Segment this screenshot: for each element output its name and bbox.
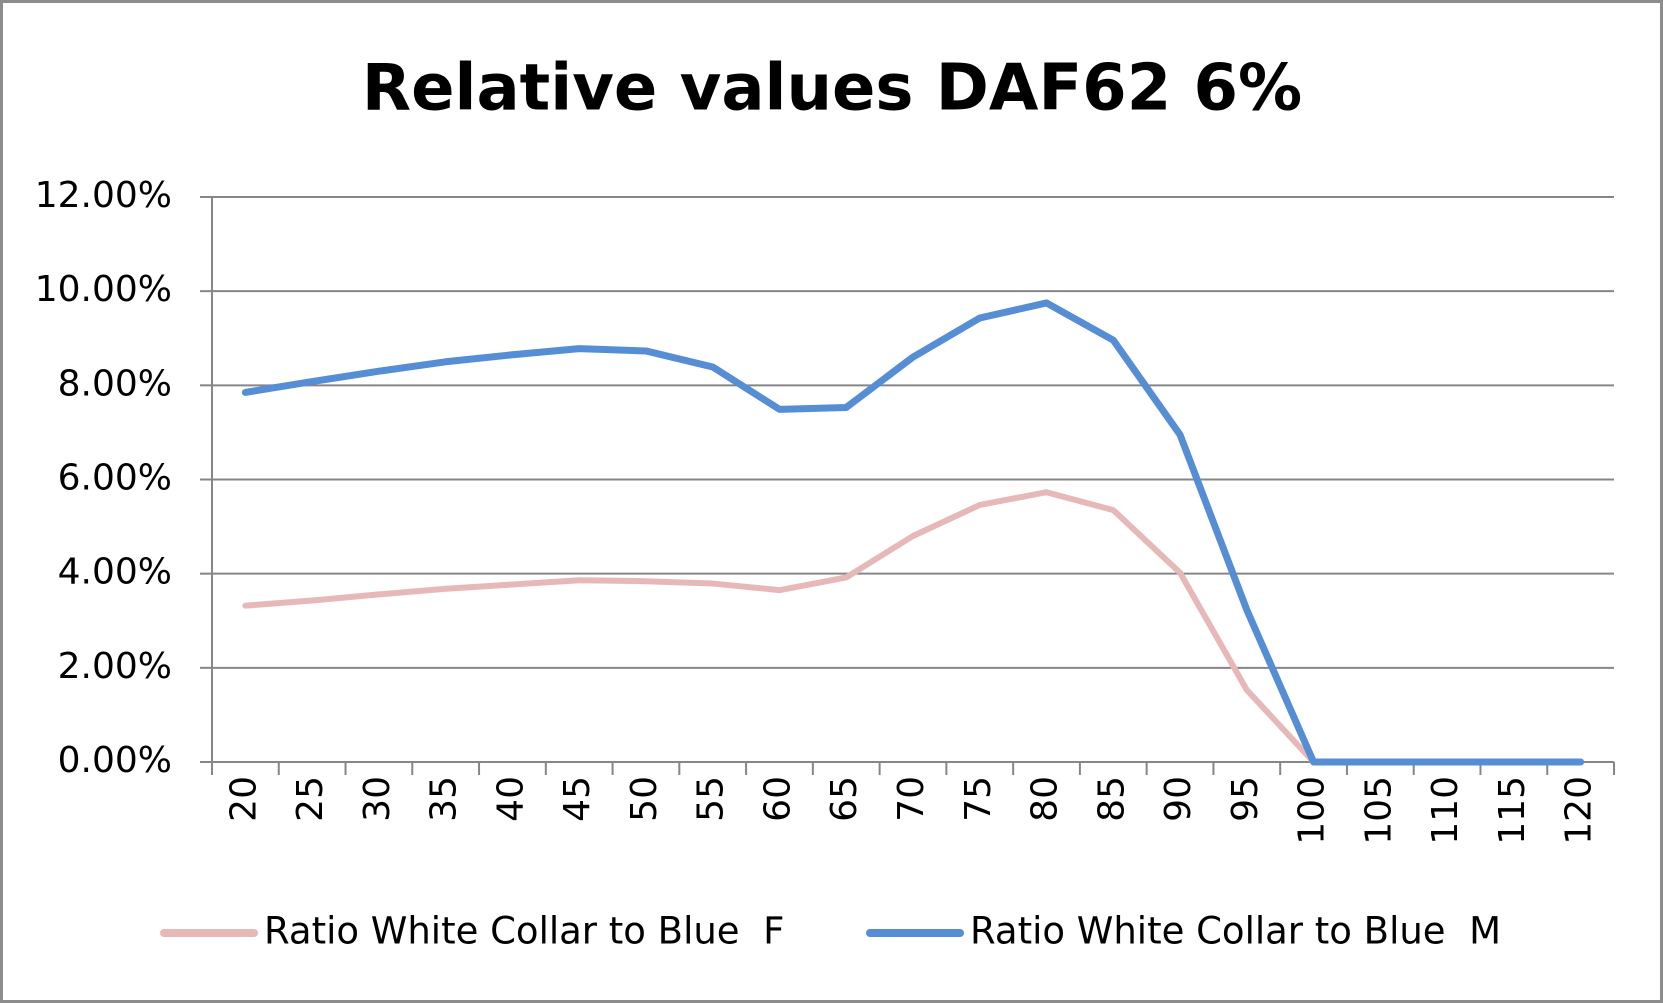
x-tick-label: 25 [290, 776, 331, 822]
y-tick-label: 2.00% [58, 646, 172, 687]
x-tick-label: 75 [958, 776, 999, 822]
y-tick-label: 10.00% [35, 269, 172, 310]
x-tick-label: 115 [1492, 776, 1533, 845]
x-tick-label: 110 [1425, 776, 1466, 845]
chart-title: Relative values DAF62 6% [362, 52, 1302, 126]
legend-label: Ratio White Collar to Blue F [264, 910, 784, 953]
series-line [242, 489, 1317, 765]
x-tick-label: 20 [223, 776, 264, 822]
y-tick-label: 8.00% [58, 363, 172, 404]
y-tick-label: 0.00% [58, 740, 172, 781]
x-tick-label: 65 [824, 776, 865, 822]
y-tick-label: 4.00% [58, 552, 172, 593]
x-tick-label: 80 [1025, 776, 1066, 822]
x-tick-label: 50 [624, 776, 665, 822]
x-tick-label: 30 [357, 776, 398, 822]
x-tick-label: 60 [757, 776, 798, 822]
x-tick-label: 70 [891, 776, 932, 822]
x-tick-label: 105 [1358, 776, 1399, 845]
x-tick-label: 90 [1158, 776, 1199, 822]
x-tick-label: 55 [691, 776, 732, 822]
x-tick-label: 40 [490, 776, 531, 822]
x-tick-label: 35 [424, 776, 465, 822]
x-tick-label: 100 [1292, 776, 1333, 845]
series-line [241, 299, 1585, 766]
x-tick-label: 85 [1091, 776, 1132, 822]
x-tick-label: 45 [557, 776, 598, 822]
x-tick-label: 120 [1559, 776, 1600, 845]
x-tick-label: 95 [1225, 776, 1266, 822]
legend-label: Ratio White Collar to Blue M [970, 910, 1501, 953]
y-tick-label: 12.00% [35, 175, 172, 216]
y-tick-label: 6.00% [58, 458, 172, 499]
